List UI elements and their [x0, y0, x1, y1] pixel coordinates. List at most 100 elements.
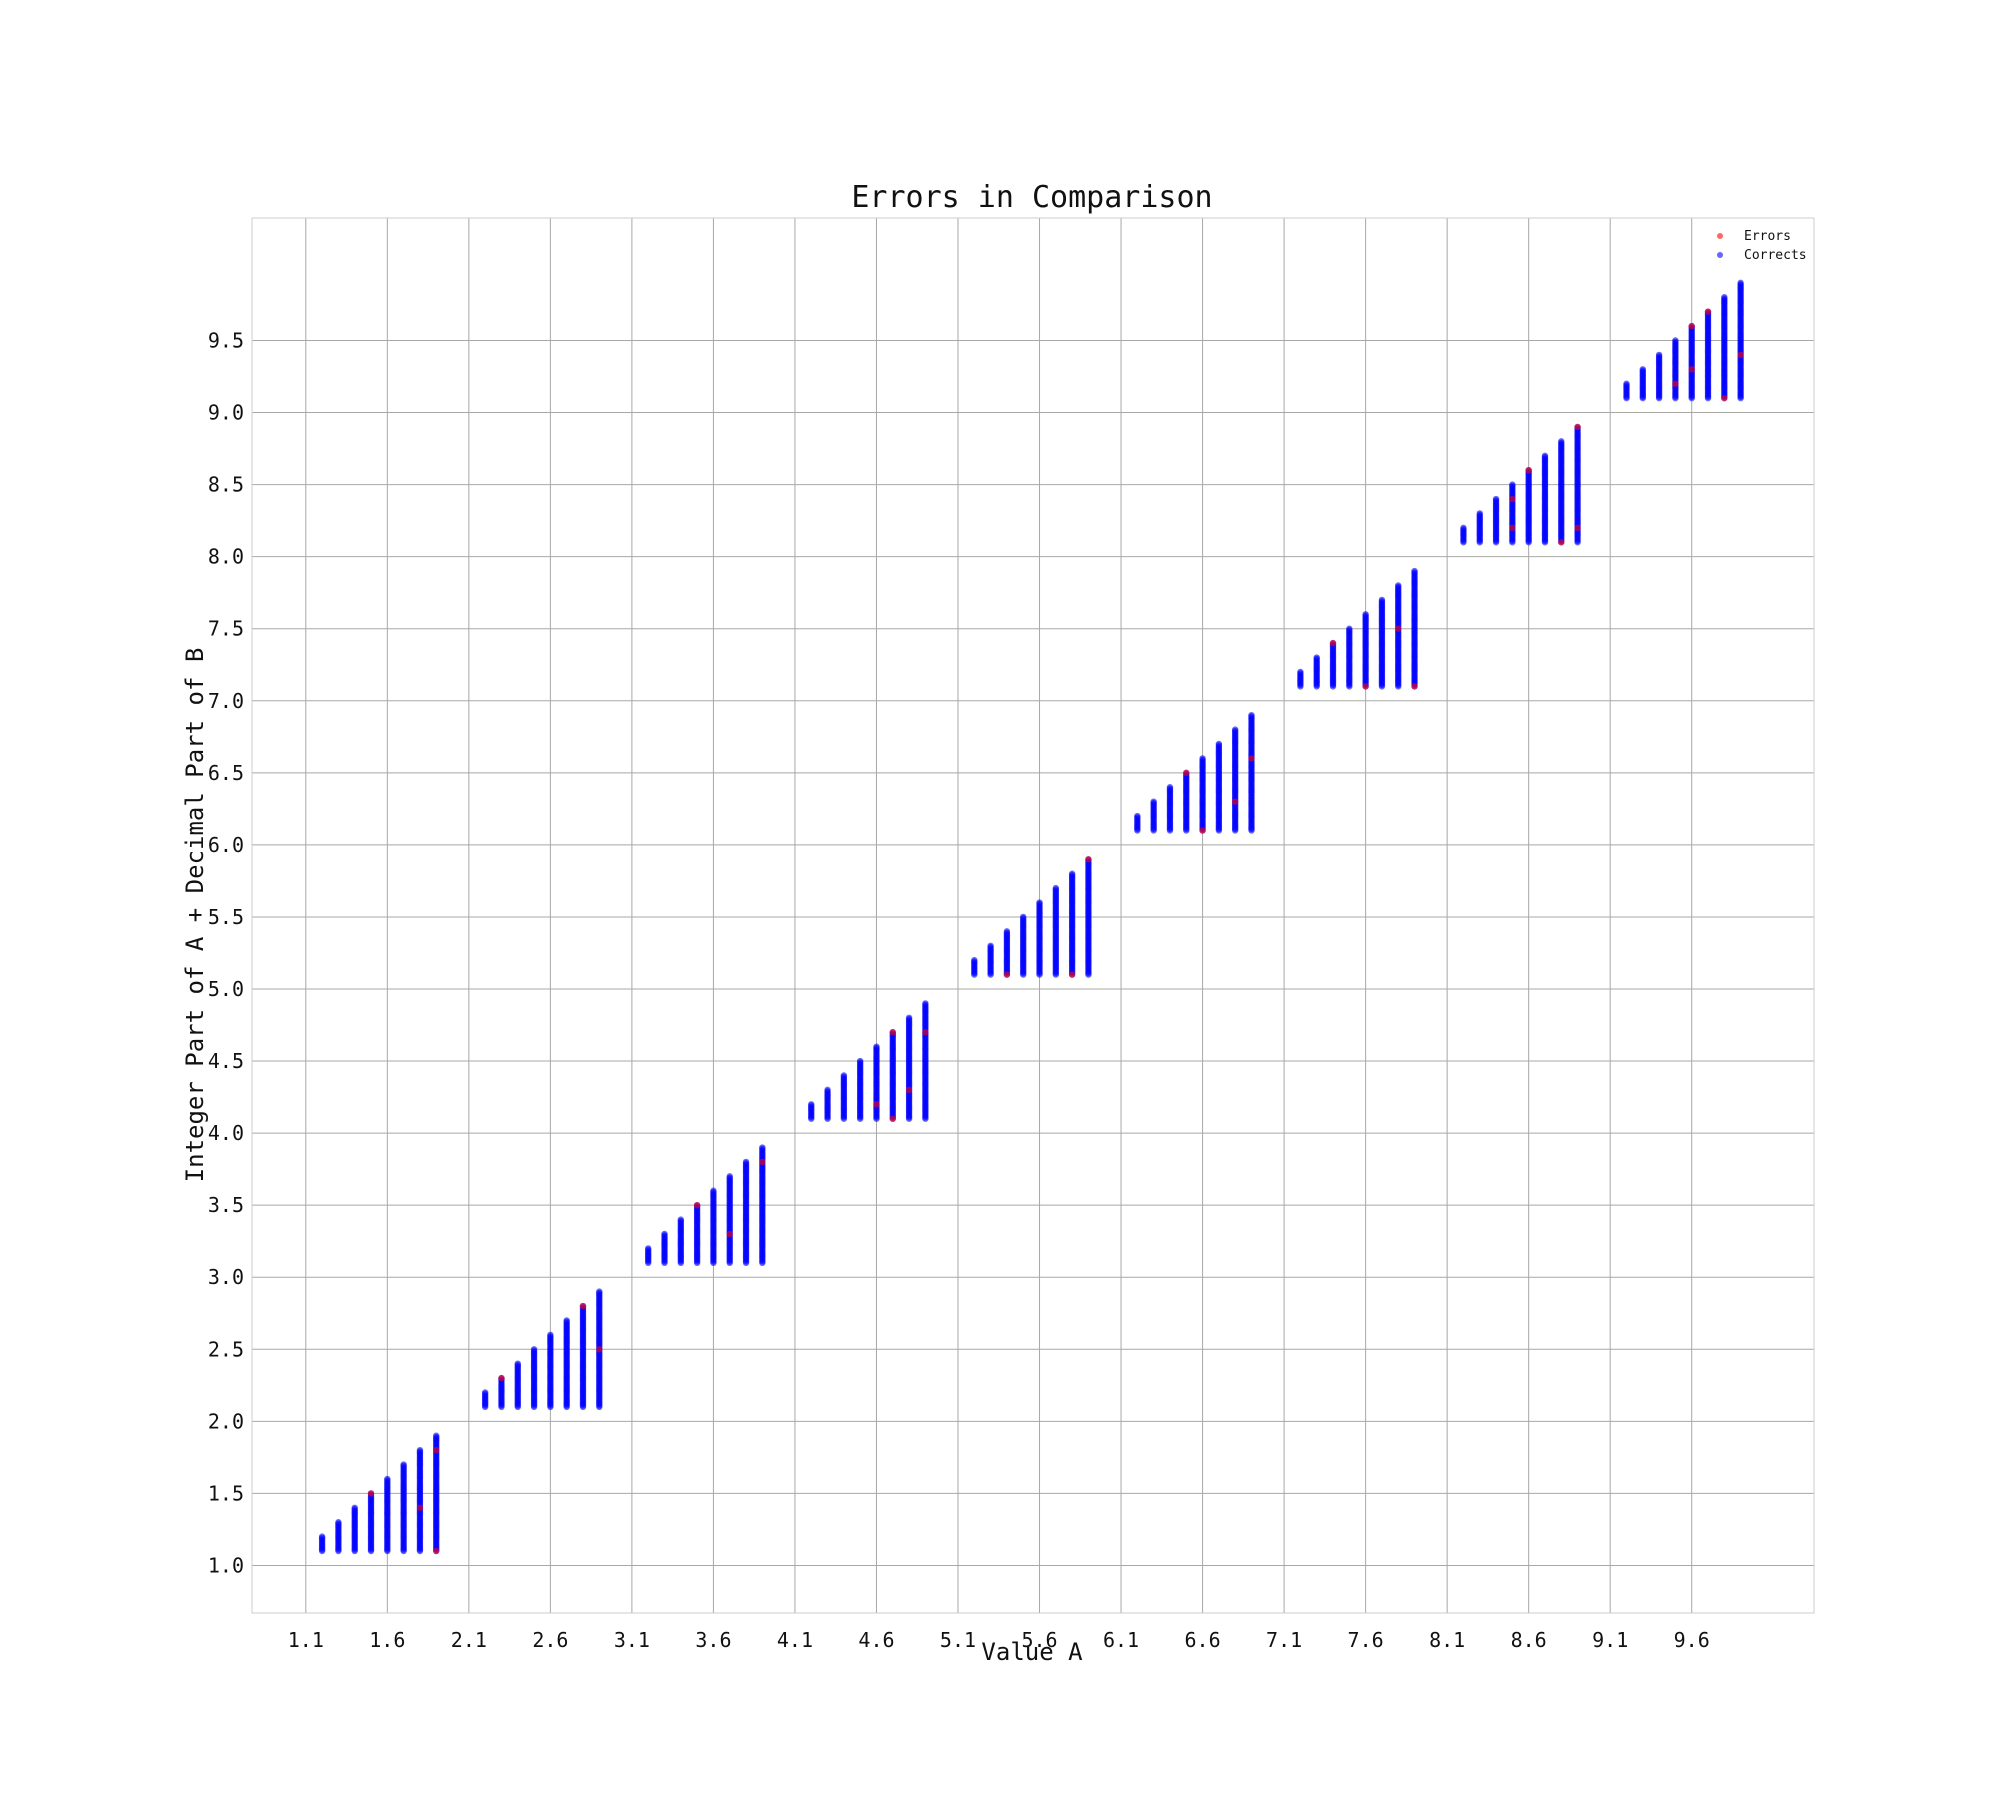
y-tick-label: 2.0: [208, 1409, 244, 1433]
corrects-point: [1134, 812, 1141, 820]
corrects-point: [1003, 928, 1011, 935]
corrects-point: [433, 1432, 440, 1439]
y-tick-label: 5.0: [208, 977, 244, 1001]
errors-point: [889, 1029, 896, 1036]
y-tick-label: 9.5: [208, 328, 244, 352]
corrects-point: [384, 1475, 391, 1483]
corrects-point: [1541, 452, 1549, 459]
x-tick-label: 6.6: [1185, 1628, 1221, 1652]
corrects-point: [547, 1331, 554, 1339]
errors-point: [1183, 769, 1190, 777]
corrects-point: [1378, 596, 1386, 604]
corrects-point: [1672, 337, 1679, 344]
errors-point: [433, 1446, 440, 1454]
corrects-point: [1737, 279, 1744, 287]
corrects-point: [1150, 798, 1157, 805]
corrects-point: [1052, 884, 1060, 892]
y-tick-label: 4.5: [208, 1049, 244, 1073]
errors-point: [1003, 971, 1011, 978]
errors-point: [1704, 308, 1712, 315]
x-tick-label: 7.1: [1266, 1628, 1302, 1652]
errors-point: [416, 1504, 424, 1511]
corrects-point: [1411, 567, 1418, 575]
x-tick-label: 1.6: [369, 1628, 405, 1652]
y-tick-label: 1.5: [208, 1481, 244, 1505]
x-tick-label: 9.1: [1592, 1628, 1628, 1652]
x-tick-label: 2.1: [451, 1628, 487, 1652]
x-tick-label: 6.1: [1103, 1628, 1139, 1652]
corrects-point: [1492, 495, 1500, 503]
corrects-point: [1346, 625, 1353, 632]
errors-point: [1574, 524, 1581, 532]
errors-point: [693, 1201, 701, 1209]
legend-errors-label: Errors: [1744, 229, 1791, 244]
x-tick-label: 4.6: [858, 1628, 894, 1652]
corrects-point: [677, 1216, 685, 1223]
errors-point: [1688, 322, 1695, 330]
errors-point: [1509, 495, 1516, 503]
corrects-point: [335, 1519, 342, 1526]
chart-title: Errors in Comparison: [851, 180, 1212, 215]
x-tick-label: 5.1: [940, 1628, 976, 1652]
errors-point: [433, 1547, 440, 1555]
legend-corrects-label: Corrects: [1744, 248, 1807, 263]
x-tick-label: 5.6: [1021, 1628, 1057, 1652]
corrects-point: [922, 1000, 929, 1007]
y-axis-label: Integer Part of A + Decimal Part of B: [181, 648, 209, 1183]
corrects-point: [905, 1014, 913, 1022]
corrects-point: [808, 1101, 815, 1108]
errors-point: [1574, 423, 1581, 431]
corrects-point: [1460, 524, 1467, 532]
errors-point: [759, 1158, 766, 1166]
errors-point: [905, 1086, 913, 1094]
corrects-point: [416, 1446, 424, 1454]
corrects-point: [873, 1043, 880, 1050]
y-tick-label: 3.5: [208, 1193, 244, 1217]
y-tick-label: 5.5: [208, 905, 244, 929]
errors-series: [367, 308, 1744, 1555]
corrects-point: [1215, 740, 1223, 748]
y-tick-label: 6.0: [208, 833, 244, 857]
y-tick-labels: 1.0 1.5 2.0 2.5 3.0 3.5 4.0 4.5 5.0 5.5 6.0 6.5 7.0 7…: [208, 328, 244, 1577]
x-tick-label: 8.6: [1511, 1628, 1547, 1652]
x-tick-label: 2.6: [532, 1628, 568, 1652]
x-tick-label: 3.6: [695, 1628, 731, 1652]
x-tick-label: 3.1: [614, 1628, 650, 1652]
corrects-point: [1068, 870, 1076, 877]
corrects-point: [351, 1504, 358, 1511]
errors-point: [1509, 524, 1516, 532]
corrects-point: [1362, 611, 1369, 618]
corrects-point: [514, 1360, 521, 1367]
corrects-point: [1231, 726, 1239, 733]
x-tick-label: 8.1: [1429, 1628, 1465, 1652]
corrects-point: [1623, 380, 1630, 387]
errors-point: [596, 1346, 603, 1353]
x-tick-label: 9.6: [1674, 1628, 1710, 1652]
errors-point: [498, 1374, 505, 1382]
grid-lines: [252, 218, 1814, 1613]
errors-point: [1068, 971, 1076, 978]
errors-point: [1411, 683, 1418, 690]
corrects-point: [987, 942, 994, 949]
y-tick-label: 7.0: [208, 689, 244, 713]
plot-frame: [251, 217, 1815, 1614]
corrects-point: [530, 1346, 538, 1353]
x-tick-labels: 1.1 1.6 2.1 2.6 3.1 3.6 4.1 4.6 5.1 5.6 6.1 6.6 7.1 7…: [288, 1628, 1710, 1652]
errors-point: [873, 1101, 880, 1108]
legend: Errors Corrects: [1717, 229, 1807, 263]
errors-point: [1688, 366, 1695, 373]
corrects-point: [1509, 481, 1516, 488]
x-tick-label: 4.1: [777, 1628, 813, 1652]
corrects-point: [1166, 784, 1174, 791]
corrects-point: [1476, 510, 1483, 517]
errors-point: [1199, 827, 1206, 834]
corrects-point: [1558, 438, 1565, 445]
y-tick-label: 1.0: [208, 1553, 244, 1577]
y-tick-label: 8.0: [208, 545, 244, 569]
y-tick-label: 2.5: [208, 1337, 244, 1361]
corrects-point: [1395, 582, 1402, 589]
errors-point: [1231, 798, 1239, 805]
y-tick-label: 8.5: [208, 473, 244, 497]
legend-corrects-marker: [1717, 252, 1723, 258]
errors-point: [1737, 351, 1744, 359]
